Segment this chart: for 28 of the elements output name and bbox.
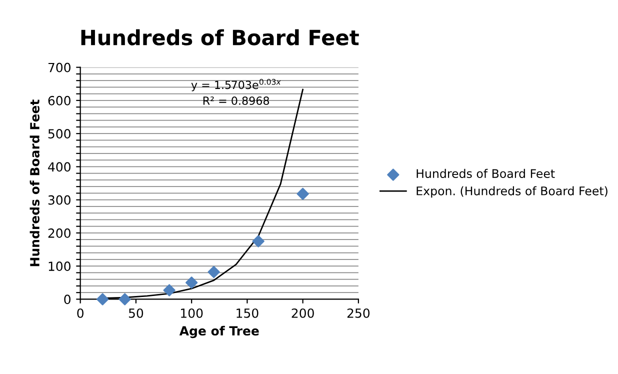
x-tick-label: 50 <box>128 308 144 318</box>
y-tick-label: 600 <box>48 96 70 106</box>
legend-label: Hundreds of Board Feet <box>416 168 555 178</box>
point <box>96 293 109 306</box>
x-tick-label: 250 <box>347 308 370 318</box>
y-tick-label: 500 <box>48 129 70 138</box>
legend-label: Expon. (Hundreds of Board Feet) <box>416 186 608 198</box>
point <box>118 293 131 306</box>
y-tick-label: 700 <box>48 62 70 72</box>
point <box>163 284 176 296</box>
x-tick-label: 0 <box>77 308 84 318</box>
point <box>208 266 220 278</box>
y-tick-label: 400 <box>48 162 70 172</box>
point <box>186 276 198 289</box>
y-axis-title: Hundreds of Board Feet <box>30 100 40 266</box>
point <box>296 188 309 200</box>
x-tick-label: 200 <box>292 308 314 318</box>
x-tick-label: 150 <box>236 308 258 318</box>
y-tick-label: 0 <box>64 294 70 304</box>
y-tick-label: 300 <box>48 195 70 205</box>
y-tick-label: 200 <box>48 228 70 238</box>
point <box>252 235 264 248</box>
annotation: y = 1.5703e$^{0.03x}$ <box>191 78 281 92</box>
y-tick-label: 100 <box>48 262 70 271</box>
x-axis-title: Age of Tree <box>179 326 259 338</box>
chart-title: Hundreds of Board Feet <box>81 29 359 46</box>
annotation: R² = 0.8968 <box>203 96 270 105</box>
x-tick-label: 100 <box>181 308 203 318</box>
